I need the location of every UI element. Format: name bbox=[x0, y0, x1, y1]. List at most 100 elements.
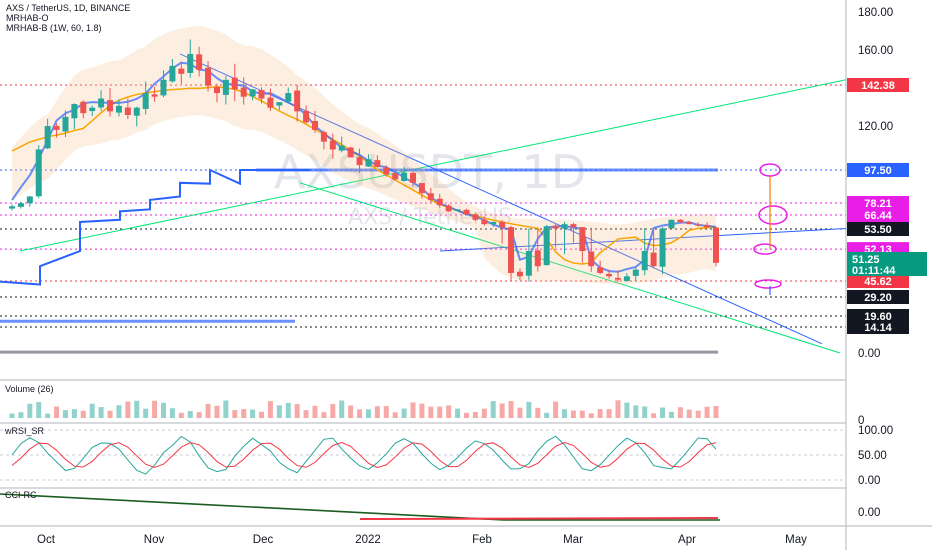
candle-body bbox=[597, 267, 604, 273]
candle-body bbox=[267, 97, 274, 108]
volume-bar bbox=[125, 401, 131, 418]
candle-body bbox=[276, 102, 283, 106]
indicator-mrhab-b[interactable]: MRHAB-B (1W, 60, 1.8) bbox=[6, 23, 102, 33]
candle-body bbox=[240, 87, 247, 97]
candle-body bbox=[704, 225, 711, 228]
candle-body bbox=[713, 227, 719, 263]
volume-bar bbox=[45, 413, 51, 418]
volume-bar bbox=[339, 400, 345, 418]
candle-body bbox=[303, 110, 310, 123]
rsi-pane[interactable]: 100.00 50.00 0.00 bbox=[0, 425, 893, 487]
volume-bar bbox=[312, 405, 318, 418]
candle-body bbox=[124, 107, 131, 116]
time-tick-label: Dec bbox=[253, 534, 274, 546]
time-axis[interactable]: Oct Nov Dec 2022 Feb Mar Apr May bbox=[37, 534, 807, 546]
volume-bar bbox=[321, 412, 327, 418]
candle-body bbox=[320, 132, 327, 142]
candle-body bbox=[187, 53, 194, 73]
candle-body bbox=[53, 126, 60, 130]
volume-bar bbox=[259, 411, 265, 418]
candle-body bbox=[329, 140, 336, 150]
candle-body bbox=[641, 251, 648, 271]
price-tag-label: 14.14 bbox=[864, 322, 892, 334]
volume-bar bbox=[160, 402, 166, 418]
horizontal-levels bbox=[0, 84, 846, 328]
target-ellipse bbox=[754, 279, 782, 289]
candle-body bbox=[142, 93, 149, 109]
candle-body bbox=[133, 107, 140, 116]
cci-tick-label: 0.00 bbox=[858, 507, 880, 519]
volume-bar bbox=[71, 409, 77, 418]
price-axis[interactable]: 180.00 160.00 120.00 0.00 bbox=[858, 7, 893, 360]
volume-bar bbox=[374, 406, 380, 418]
volume-bar bbox=[116, 405, 122, 418]
volume-bar bbox=[294, 404, 300, 418]
volume-bar bbox=[677, 407, 683, 418]
candle-body bbox=[516, 271, 523, 277]
volume-bar bbox=[588, 413, 594, 418]
price-tag-box bbox=[847, 309, 909, 323]
indicator-bands bbox=[0, 25, 717, 286]
price-tag-box bbox=[847, 320, 909, 334]
candle-body bbox=[570, 224, 577, 228]
candle-body bbox=[588, 251, 595, 267]
candle-body bbox=[490, 221, 497, 225]
volume-title[interactable]: Volume (26) bbox=[5, 384, 54, 394]
volume-bar bbox=[455, 408, 461, 418]
candle-body bbox=[418, 183, 425, 194]
rsi-title[interactable]: wRSI_SR bbox=[5, 426, 45, 436]
candle-body bbox=[222, 79, 229, 95]
volume-bar bbox=[276, 405, 282, 418]
volume-bar bbox=[704, 406, 710, 418]
trend-line bbox=[19, 79, 847, 252]
candle-body bbox=[151, 94, 158, 97]
time-tick-label: Nov bbox=[144, 534, 165, 546]
candle-body bbox=[196, 54, 203, 70]
volume-bar bbox=[241, 409, 247, 418]
cci-title[interactable]: CCI-RC bbox=[5, 490, 37, 500]
volume-bar bbox=[178, 412, 184, 418]
cci-line bbox=[0, 493, 720, 521]
volume-bar bbox=[463, 412, 469, 418]
candle-body bbox=[543, 226, 550, 266]
candle-body bbox=[258, 90, 265, 99]
volume-bar bbox=[134, 400, 140, 418]
candle-body bbox=[481, 219, 488, 225]
watermark-main: AXSUSDT, 1D bbox=[274, 145, 587, 199]
volume-bar bbox=[633, 405, 639, 418]
rsi-tick-label: 0.00 bbox=[858, 475, 880, 487]
volume-pane[interactable] bbox=[9, 400, 719, 418]
price-tag-label: 66.44 bbox=[864, 210, 892, 222]
price-tick-label: 0.00 bbox=[858, 348, 880, 360]
cci-pane[interactable]: 0.00 bbox=[0, 493, 880, 521]
volume-bar bbox=[196, 412, 202, 418]
trend-line bbox=[299, 182, 841, 354]
volume-bar bbox=[365, 409, 371, 418]
symbol-title[interactable]: AXS / TetherUS, 1D, BINANCE bbox=[6, 3, 131, 13]
volume-bar bbox=[223, 400, 229, 418]
volume-bar bbox=[214, 405, 220, 418]
candle-body bbox=[401, 172, 408, 181]
candle-body bbox=[80, 101, 87, 114]
candle-body bbox=[623, 276, 630, 282]
volume-bar bbox=[526, 401, 532, 418]
volume-bar bbox=[250, 409, 256, 418]
candle-body bbox=[365, 159, 372, 167]
candle-body bbox=[534, 250, 541, 267]
candle-body bbox=[436, 198, 443, 206]
volume-bar bbox=[508, 401, 514, 418]
candle-body bbox=[9, 206, 15, 209]
price-tag-label: 53.50 bbox=[864, 224, 892, 236]
indicator-mrhab-o[interactable]: MRHAB-O bbox=[6, 13, 49, 23]
volume-bar bbox=[615, 400, 621, 418]
volume-bar bbox=[642, 406, 648, 418]
volume-bar bbox=[437, 406, 443, 418]
volume-bar bbox=[143, 408, 149, 418]
volume-bar bbox=[27, 403, 33, 418]
volume-bar bbox=[686, 409, 692, 418]
price-tag-box bbox=[847, 290, 909, 304]
rsi-tick-label: 100.00 bbox=[858, 425, 893, 437]
cci-signal-line bbox=[359, 517, 719, 520]
